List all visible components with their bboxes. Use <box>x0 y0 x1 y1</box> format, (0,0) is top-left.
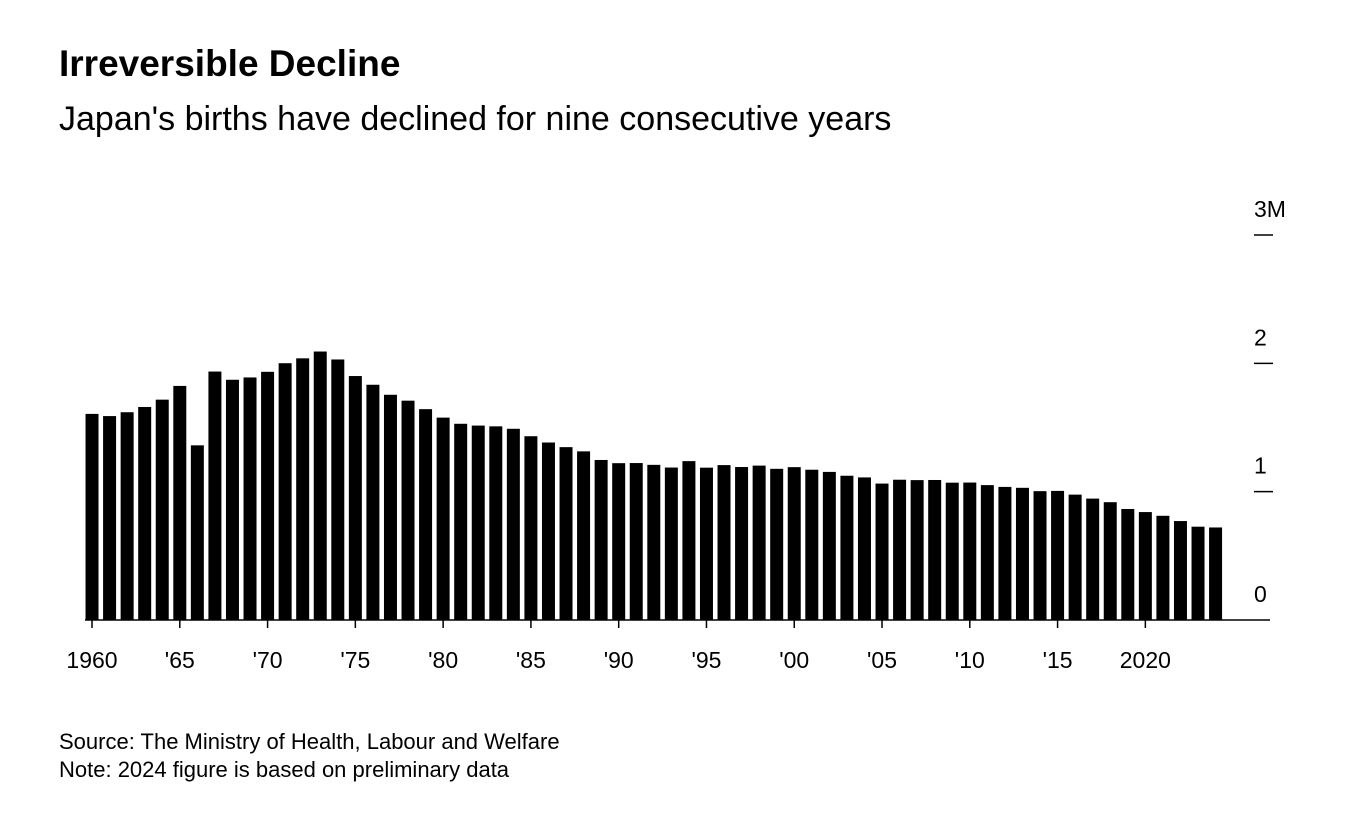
bar <box>735 467 749 620</box>
bar <box>506 428 520 620</box>
bar <box>945 482 959 620</box>
x-tick-label: '80 <box>428 647 458 673</box>
x-tick-label: '00 <box>779 647 809 673</box>
bar <box>594 459 608 620</box>
x-tick-label: '10 <box>955 647 985 673</box>
bar <box>577 451 591 620</box>
bar <box>857 477 871 620</box>
bar <box>471 425 485 620</box>
bar <box>366 384 380 620</box>
bar <box>612 463 626 620</box>
x-tick-label: '65 <box>165 647 195 673</box>
bar <box>1086 498 1100 620</box>
bar <box>1191 526 1205 620</box>
bar <box>928 479 942 620</box>
chart-subtitle: Japan's births have declined for nine co… <box>59 100 891 138</box>
bar <box>419 409 433 620</box>
x-tick-label: '90 <box>604 647 634 673</box>
note: Note: 2024 figure is based on preliminar… <box>59 757 510 782</box>
bar <box>664 467 678 620</box>
bar <box>103 416 117 620</box>
x-tick-label: 1960 <box>66 647 117 673</box>
bar <box>541 442 555 620</box>
x-tick-label: '70 <box>253 647 283 673</box>
bar <box>85 413 99 620</box>
bar <box>1015 487 1029 620</box>
bar <box>489 426 503 620</box>
bar <box>1173 521 1187 620</box>
bar <box>752 465 766 620</box>
bar <box>1209 527 1223 620</box>
bar <box>296 358 310 620</box>
bar <box>963 482 977 620</box>
bar <box>1121 508 1135 620</box>
bar <box>910 480 924 620</box>
bar <box>647 464 661 620</box>
bar <box>173 385 187 620</box>
bar <box>1068 494 1082 620</box>
bar <box>348 376 362 620</box>
bar <box>243 377 257 620</box>
x-tick-label: '05 <box>867 647 897 673</box>
bar <box>1033 491 1047 620</box>
bar <box>787 467 801 620</box>
bar <box>313 351 327 620</box>
chart-title: Irreversible Decline <box>59 43 400 84</box>
bar <box>770 468 784 620</box>
bar <box>190 445 204 620</box>
bar <box>998 486 1012 620</box>
bar <box>208 371 222 620</box>
bar <box>559 447 573 620</box>
bar <box>822 471 836 620</box>
bar <box>840 475 854 620</box>
bar <box>717 465 731 620</box>
x-tick-label: '75 <box>340 647 370 673</box>
x-tick-label: '85 <box>516 647 546 673</box>
bar <box>875 483 889 620</box>
bar <box>225 379 239 620</box>
bar <box>980 485 994 620</box>
bar <box>524 436 538 620</box>
bar <box>1051 490 1065 620</box>
y-tick-label: 1 <box>1254 453 1267 479</box>
bar <box>1156 515 1170 620</box>
bar <box>261 371 275 620</box>
y-tick-label: 3M <box>1254 196 1286 222</box>
bar <box>155 399 169 620</box>
bar <box>454 423 468 620</box>
bar <box>436 417 450 620</box>
y-tick-label: 2 <box>1254 324 1267 350</box>
bar <box>629 463 643 620</box>
y-tick-label: 0 <box>1254 581 1267 607</box>
bar <box>138 406 152 620</box>
source: Source: The Ministry of Health, Labour a… <box>59 729 560 754</box>
bar <box>120 412 134 620</box>
bar <box>893 479 907 620</box>
bar <box>401 400 415 620</box>
x-tick-label: 2020 <box>1120 647 1171 673</box>
bar <box>383 394 397 620</box>
bar <box>1138 512 1152 620</box>
bar <box>331 359 345 620</box>
bar <box>278 363 292 620</box>
bar <box>1103 502 1117 620</box>
bar <box>699 467 713 620</box>
bar <box>805 469 819 620</box>
bar <box>682 461 696 620</box>
x-tick-label: '15 <box>1043 647 1073 673</box>
x-tick-label: '95 <box>691 647 721 673</box>
